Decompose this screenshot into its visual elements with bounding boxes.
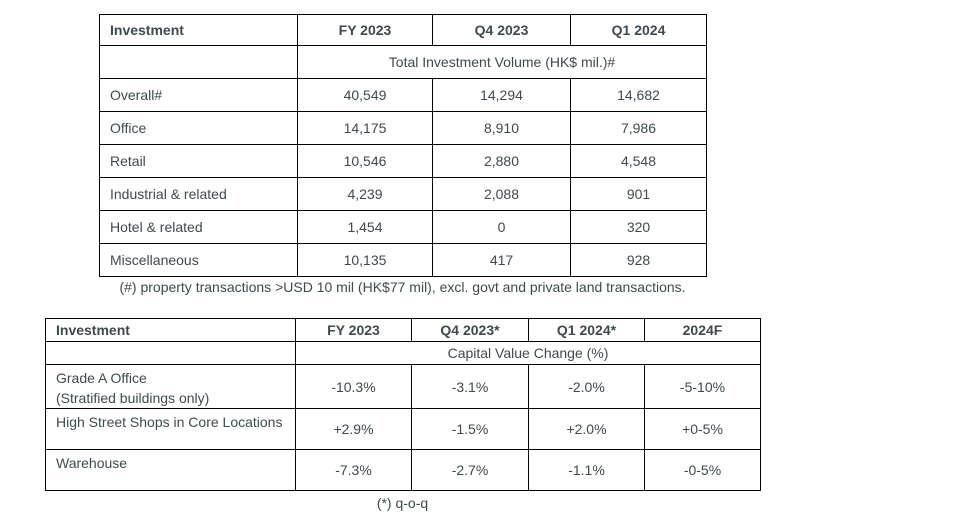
table-row: Overall# 40,549 14,294 14,682 — [99, 78, 707, 112]
t2-cell: -2.0% — [528, 364, 645, 409]
t2-cell: +2.9% — [295, 408, 412, 450]
t1-header-investment: Investment — [99, 14, 298, 46]
t1-empty-cell — [99, 45, 298, 79]
t2-cell: -1.1% — [528, 449, 645, 491]
table-row: Miscellaneous 10,135 417 928 — [99, 243, 707, 277]
table-row: Industrial & related 4,239 2,088 901 — [99, 177, 707, 211]
t1-cell: 1,454 — [297, 210, 433, 244]
t2-merged-header: Capital Value Change (%) — [295, 341, 761, 365]
table1-footnote: (#) property transactions >USD 10 mil (H… — [119, 279, 686, 295]
table-row: Office 14,175 8,910 7,986 — [99, 111, 707, 145]
t2-cell: -5-10% — [644, 364, 761, 409]
t2-cell: -2.7% — [411, 449, 529, 491]
table-row: High Street Shops in Core Locations +2.9… — [45, 408, 761, 450]
t2-cell: -3.1% — [411, 364, 529, 409]
t1-cell: 2,880 — [432, 144, 571, 178]
t2-row-warehouse-label: Warehouse — [45, 449, 296, 491]
t1-cell: 14,175 — [297, 111, 433, 145]
t1-row-retail-label: Retail — [99, 144, 298, 178]
t1-cell: 14,682 — [570, 78, 707, 112]
t2-cell: -10.3% — [295, 364, 412, 409]
t1-row-overall-label: Overall# — [99, 78, 298, 112]
t2-row-grade-a-office-label: Grade A Office (Stratified buildings onl… — [45, 364, 296, 409]
label-line-1: Grade A Office — [56, 370, 147, 386]
t1-cell: 8,910 — [432, 111, 571, 145]
t2-merged-header-row: Capital Value Change (%) — [45, 341, 761, 365]
t1-header-q4-2023: Q4 2023 — [432, 14, 571, 46]
t2-cell: +2.0% — [528, 408, 645, 450]
t1-cell: 4,239 — [297, 177, 433, 211]
table2-footnote: (*) q-o-q — [376, 495, 429, 511]
table-row: Grade A Office (Stratified buildings onl… — [45, 364, 761, 409]
t1-row-hotel-label: Hotel & related — [99, 210, 298, 244]
t1-row-miscellaneous-label: Miscellaneous — [99, 243, 298, 277]
t1-cell: 10,546 — [297, 144, 433, 178]
t1-merged-header: Total Investment Volume (HK$ mil.)# — [297, 45, 707, 79]
t1-cell: 7,986 — [570, 111, 707, 145]
t2-cell: -0-5% — [644, 449, 761, 491]
t2-header-q4-2023: Q4 2023* — [411, 318, 529, 342]
t2-header-2024f: 2024F — [644, 318, 761, 342]
t2-empty-cell — [45, 341, 296, 365]
t1-cell: 0 — [432, 210, 571, 244]
t1-cell: 417 — [432, 243, 571, 277]
t2-row-high-street-label: High Street Shops in Core Locations — [45, 408, 296, 450]
t1-cell: 4,548 — [570, 144, 707, 178]
t1-header-row: Investment FY 2023 Q4 2023 Q1 2024 — [99, 14, 707, 46]
t2-cell: -1.5% — [411, 408, 529, 450]
t1-cell: 10,135 — [297, 243, 433, 277]
t1-cell: 901 — [570, 177, 707, 211]
t1-cell: 40,549 — [297, 78, 433, 112]
t1-header-fy2023: FY 2023 — [297, 14, 433, 46]
t1-row-office-label: Office — [99, 111, 298, 145]
t2-header-row: Investment FY 2023 Q4 2023* Q1 2024* 202… — [45, 318, 761, 342]
t2-header-q1-2024: Q1 2024* — [528, 318, 645, 342]
capital-value-change-table: Investment FY 2023 Q4 2023* Q1 2024* 202… — [45, 318, 761, 491]
t2-cell: +0-5% — [644, 408, 761, 450]
t1-cell: 2,088 — [432, 177, 571, 211]
investment-volume-table: Investment FY 2023 Q4 2023 Q1 2024 Total… — [99, 14, 707, 277]
table-row: Hotel & related 1,454 0 320 — [99, 210, 707, 244]
t1-cell: 928 — [570, 243, 707, 277]
t1-cell: 14,294 — [432, 78, 571, 112]
table-row: Retail 10,546 2,880 4,548 — [99, 144, 707, 178]
t2-cell: -7.3% — [295, 449, 412, 491]
t2-header-investment: Investment — [45, 318, 296, 342]
t1-cell: 320 — [570, 210, 707, 244]
table-row: Warehouse -7.3% -2.7% -1.1% -0-5% — [45, 449, 761, 491]
t2-header-fy2023: FY 2023 — [295, 318, 412, 342]
t1-header-q1-2024: Q1 2024 — [570, 14, 707, 46]
t1-row-industrial-label: Industrial & related — [99, 177, 298, 211]
t1-merged-header-row: Total Investment Volume (HK$ mil.)# — [99, 45, 707, 79]
label-line-2: (Stratified buildings only) — [56, 390, 210, 406]
